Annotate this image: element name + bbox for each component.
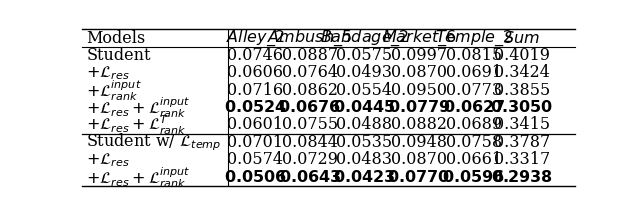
Text: $\mathbf{0.0506}$: $\mathbf{0.0506}$ bbox=[223, 169, 287, 186]
Text: 0.3424: 0.3424 bbox=[494, 64, 550, 81]
Text: 0.0493: 0.0493 bbox=[337, 64, 392, 81]
Text: 0.0606: 0.0606 bbox=[227, 64, 283, 81]
Text: 0.0755: 0.0755 bbox=[282, 116, 338, 134]
Text: 0.0701: 0.0701 bbox=[227, 134, 283, 151]
Text: 0.0689: 0.0689 bbox=[445, 116, 502, 134]
Text: 0.0488: 0.0488 bbox=[337, 116, 392, 134]
Text: $\mathbf{0.0627}$: $\mathbf{0.0627}$ bbox=[442, 99, 505, 116]
Text: $\mathbf{0.0676}$: $\mathbf{0.0676}$ bbox=[278, 99, 341, 116]
Text: $\mathit{Sum}$: $\mathit{Sum}$ bbox=[504, 30, 540, 47]
Text: $\mathbf{0.2938}$: $\mathbf{0.2938}$ bbox=[491, 169, 552, 186]
Text: 0.0661: 0.0661 bbox=[445, 151, 502, 168]
Text: 0.0844: 0.0844 bbox=[282, 134, 338, 151]
Text: 0.3415: 0.3415 bbox=[493, 116, 550, 134]
Text: 0.0862: 0.0862 bbox=[282, 82, 338, 99]
Text: 0.0815: 0.0815 bbox=[445, 47, 502, 64]
Text: Models: Models bbox=[86, 30, 146, 47]
Text: 0.0997: 0.0997 bbox=[391, 47, 447, 64]
Text: $+ \mathcal{L}_{res} + \mathcal{L}_{rank}^{T}$: $+ \mathcal{L}_{res} + \mathcal{L}_{rank… bbox=[86, 113, 187, 137]
Text: 0.0746: 0.0746 bbox=[227, 47, 283, 64]
Text: 0.0716: 0.0716 bbox=[227, 82, 283, 99]
Text: 0.0601: 0.0601 bbox=[227, 116, 283, 134]
Text: $\mathbf{0.0770}$: $\mathbf{0.0770}$ bbox=[387, 169, 451, 186]
Text: 0.3317: 0.3317 bbox=[493, 151, 550, 168]
Text: 0.0948: 0.0948 bbox=[391, 134, 447, 151]
Text: $\mathbf{0.0779}$: $\mathbf{0.0779}$ bbox=[388, 99, 451, 116]
Text: 0.3787: 0.3787 bbox=[493, 134, 550, 151]
Text: $+ \mathcal{L}_{res}$: $+ \mathcal{L}_{res}$ bbox=[86, 64, 130, 82]
Text: 0.0574: 0.0574 bbox=[227, 151, 283, 168]
Text: $\mathit{Alley\_2}$: $\mathit{Alley\_2}$ bbox=[226, 28, 284, 48]
Text: $\mathbf{0.0445}$: $\mathbf{0.0445}$ bbox=[333, 99, 396, 116]
Text: 0.0870: 0.0870 bbox=[391, 64, 447, 81]
Text: $\mathbf{0.0596}$: $\mathbf{0.0596}$ bbox=[442, 169, 505, 186]
Text: $+ \mathcal{L}_{res} + \mathcal{L}_{rank}^{input}$: $+ \mathcal{L}_{res} + \mathcal{L}_{rank… bbox=[86, 165, 191, 190]
Text: $\mathit{Market\_6}$: $\mathit{Market\_6}$ bbox=[382, 28, 456, 48]
Text: Student: Student bbox=[86, 47, 151, 64]
Text: 0.0729: 0.0729 bbox=[282, 151, 338, 168]
Text: 0.0554: 0.0554 bbox=[337, 82, 392, 99]
Text: $+ \mathcal{L}_{res} + \mathcal{L}_{rank}^{input}$: $+ \mathcal{L}_{res} + \mathcal{L}_{rank… bbox=[86, 95, 191, 120]
Text: $\mathbf{0.3050}$: $\mathbf{0.3050}$ bbox=[490, 99, 554, 116]
Text: $\mathit{Ambush\_5}$: $\mathit{Ambush\_5}$ bbox=[268, 28, 352, 48]
Text: 0.0882: 0.0882 bbox=[391, 116, 447, 134]
Text: 0.3855: 0.3855 bbox=[493, 82, 550, 99]
Text: $+ \mathcal{L}_{rank}^{input}$: $+ \mathcal{L}_{rank}^{input}$ bbox=[86, 78, 142, 103]
Text: $+ \mathcal{L}_{res}$: $+ \mathcal{L}_{res}$ bbox=[86, 151, 130, 169]
Text: 0.0758: 0.0758 bbox=[445, 134, 502, 151]
Text: $\mathbf{0.0643}$: $\mathbf{0.0643}$ bbox=[278, 169, 341, 186]
Text: 0.0950: 0.0950 bbox=[391, 82, 447, 99]
Text: Student w/ $\mathcal{L}_{temp}$: Student w/ $\mathcal{L}_{temp}$ bbox=[86, 132, 222, 153]
Text: $\mathit{Temple\_2}$: $\mathit{Temple\_2}$ bbox=[435, 28, 513, 48]
Text: 0.4019: 0.4019 bbox=[494, 47, 550, 64]
Text: 0.0535: 0.0535 bbox=[337, 134, 392, 151]
Text: 0.0575: 0.0575 bbox=[337, 47, 392, 64]
Text: $\mathbf{0.0524}$: $\mathbf{0.0524}$ bbox=[223, 99, 287, 116]
Text: 0.0483: 0.0483 bbox=[337, 151, 392, 168]
Text: 0.0691: 0.0691 bbox=[445, 64, 502, 81]
Text: 0.0773: 0.0773 bbox=[445, 82, 502, 99]
Text: 0.0870: 0.0870 bbox=[391, 151, 447, 168]
Text: $\mathit{Bandage\_2}$: $\mathit{Bandage\_2}$ bbox=[320, 28, 409, 48]
Text: 0.0764: 0.0764 bbox=[282, 64, 338, 81]
Text: 0.0887: 0.0887 bbox=[282, 47, 338, 64]
Text: $\mathbf{0.0423}$: $\mathbf{0.0423}$ bbox=[333, 169, 396, 186]
